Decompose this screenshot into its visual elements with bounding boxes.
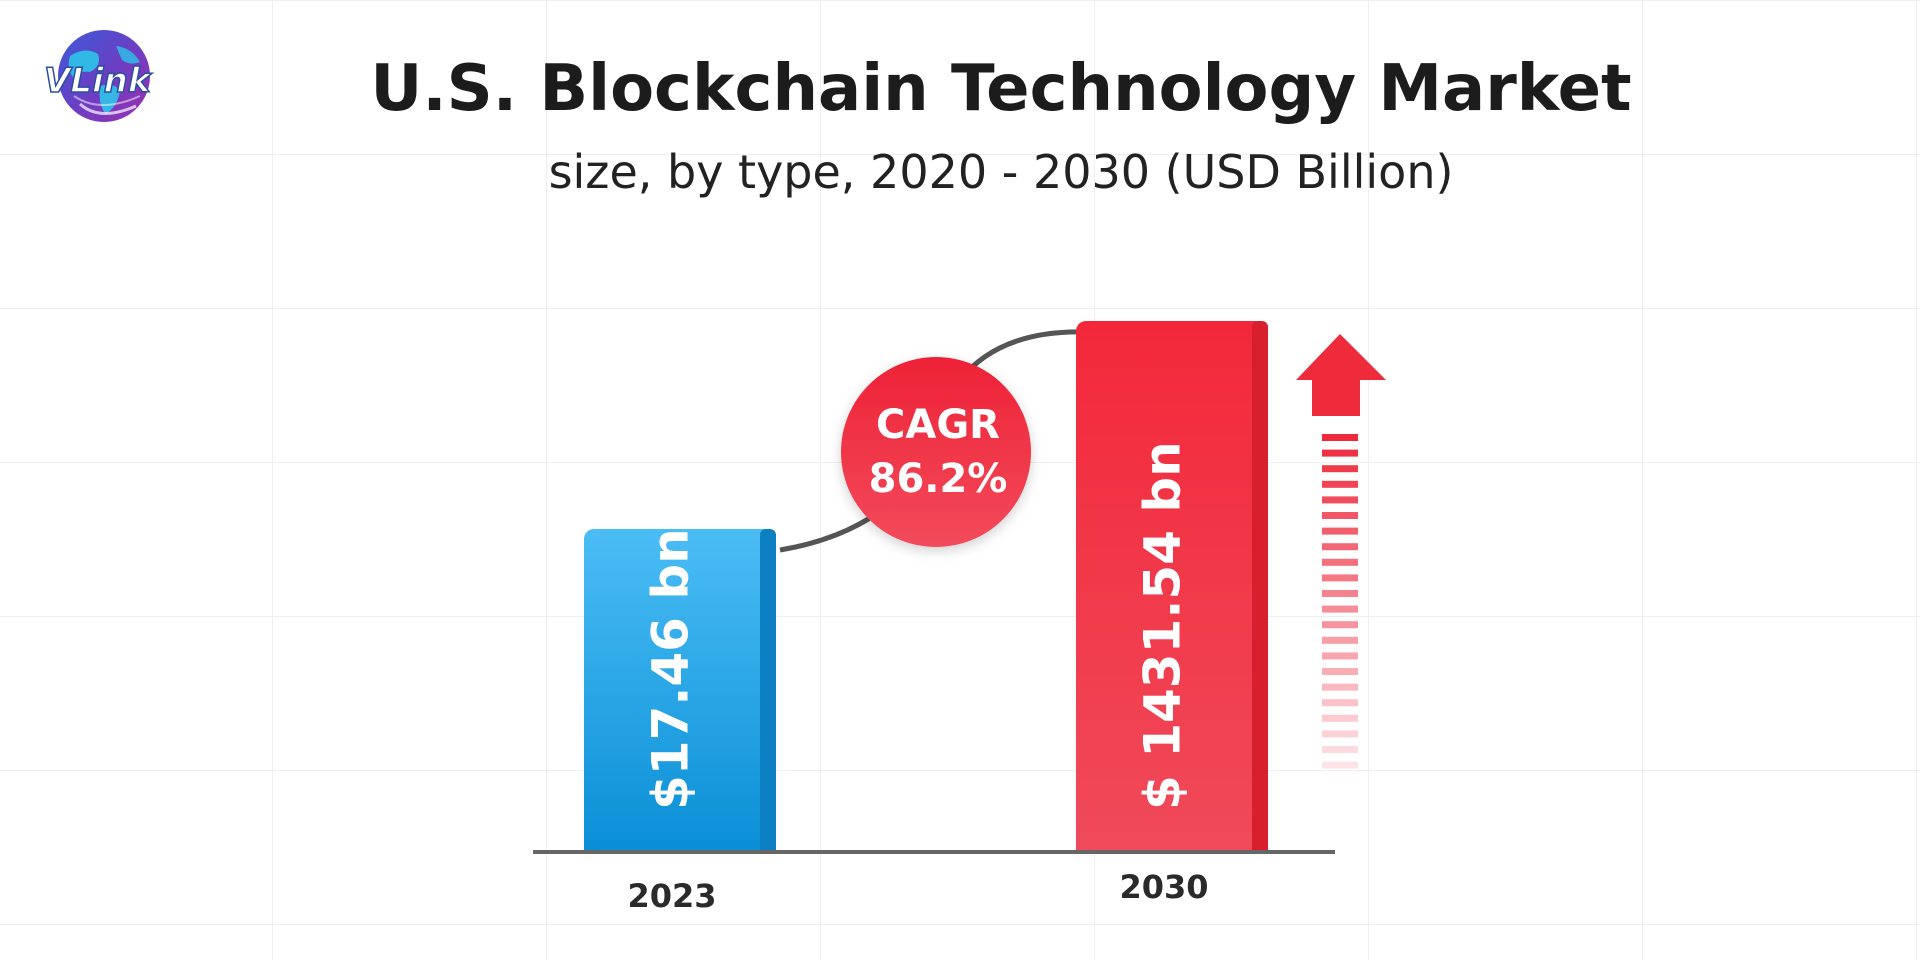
arrow-dash xyxy=(1322,590,1358,597)
bar-base-2030 xyxy=(1076,840,1268,852)
bar-base-side-2023 xyxy=(760,840,776,852)
arrow-dash xyxy=(1322,652,1358,660)
vlink-logo: VLink xyxy=(43,30,154,122)
bar-base-2023 xyxy=(584,840,776,852)
cagr-label: CAGR xyxy=(876,402,1000,448)
cagr-value: 86.2% xyxy=(869,456,1008,502)
arrow-dash xyxy=(1322,605,1358,613)
chart-subtitle: size, by type, 2020 - 2030 (USD Billion) xyxy=(548,145,1454,199)
arrow-dash xyxy=(1322,746,1358,753)
growth-arrow xyxy=(1296,334,1386,769)
arrow-dash xyxy=(1322,636,1358,644)
chart-title: U.S. Blockchain Technology Market xyxy=(370,52,1632,126)
arrow-dash xyxy=(1322,668,1358,675)
arrow-dash xyxy=(1322,449,1358,457)
bar-base-side-2030 xyxy=(1252,840,1268,852)
bar-side-2023 xyxy=(760,529,776,852)
arrow-dash xyxy=(1322,574,1358,582)
arrow-dash xyxy=(1322,465,1358,473)
arrow-dash xyxy=(1322,434,1358,441)
category-label-2030: 2030 xyxy=(1119,868,1208,906)
arrow-dash xyxy=(1322,558,1358,566)
arrow-dash xyxy=(1322,512,1358,519)
arrow-dash xyxy=(1322,496,1358,504)
arrow-up-icon xyxy=(1296,334,1386,416)
value-label-2030: $ 1431.54 bn xyxy=(1134,441,1192,810)
bar-2030 xyxy=(1076,321,1268,852)
arrow-dash xyxy=(1322,730,1358,738)
bar-face-2023 xyxy=(584,529,776,852)
arrow-dash xyxy=(1322,621,1358,629)
logo-text: VLink xyxy=(44,61,153,101)
arrow-dash xyxy=(1322,761,1358,769)
arrow-dash xyxy=(1322,543,1358,551)
category-label-2023: 2023 xyxy=(627,877,716,915)
bar-side-2030 xyxy=(1252,321,1268,852)
arrow-dash xyxy=(1322,480,1358,488)
arrow-dash xyxy=(1322,527,1358,535)
arrow-dash xyxy=(1322,683,1358,691)
arrow-dash xyxy=(1322,699,1358,707)
bar-face-2030 xyxy=(1076,321,1268,852)
arrow-dash xyxy=(1322,714,1358,722)
value-label-2023: $17.46 bn xyxy=(642,528,700,810)
bar-2023 xyxy=(584,529,776,852)
cagr-badge xyxy=(841,357,1031,547)
